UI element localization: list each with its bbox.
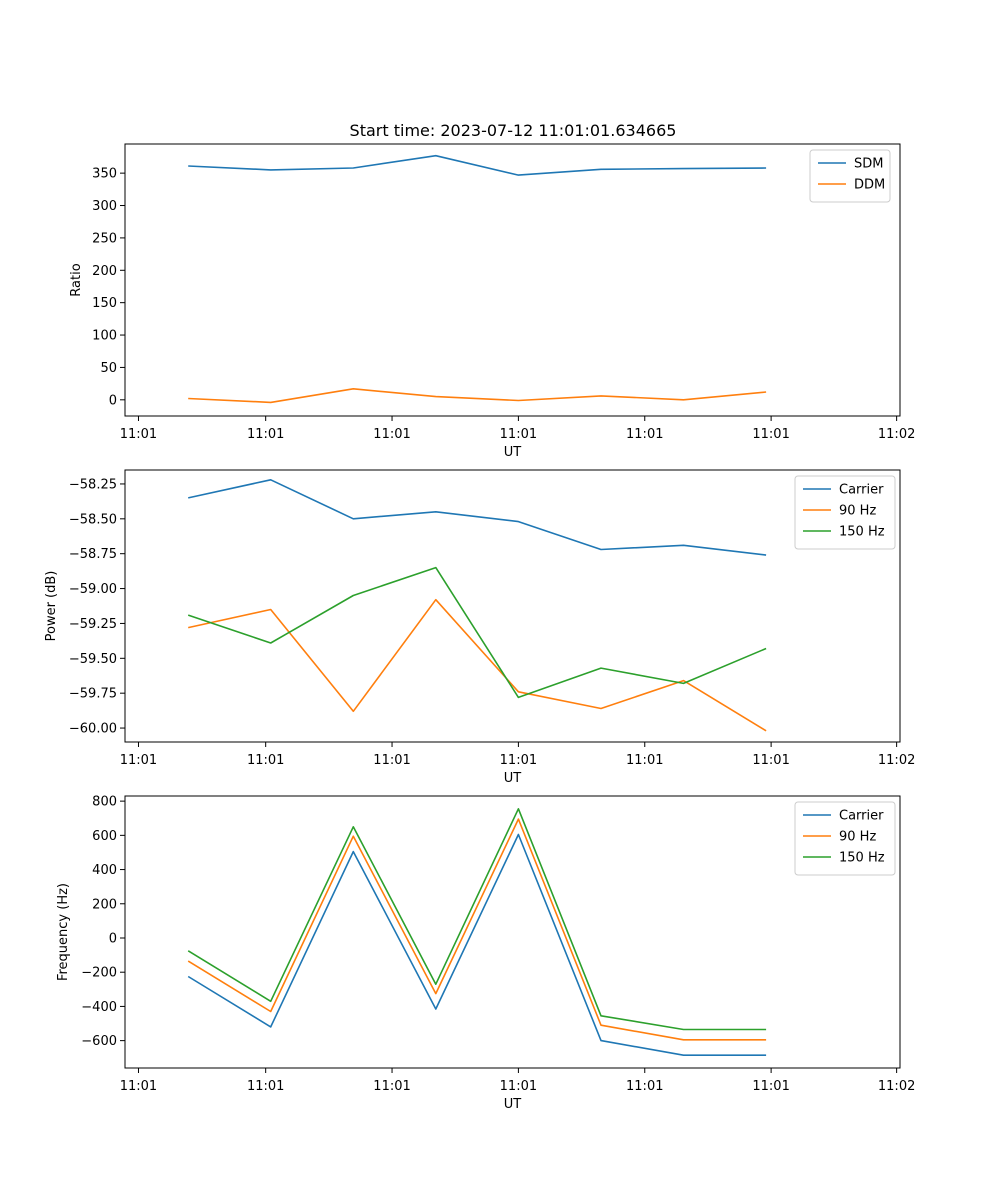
x-tick-label: 11:01 bbox=[373, 427, 410, 442]
axes-frame bbox=[124, 795, 901, 1069]
y-axis-label: Frequency (Hz) bbox=[56, 883, 71, 981]
legend: Carrier 90 Hz 150 Hz bbox=[794, 801, 896, 876]
x-axis-label: UT bbox=[504, 1097, 522, 1112]
y-tick-label: −59.75 bbox=[69, 687, 117, 702]
x-tick-label: 11:01 bbox=[120, 427, 157, 442]
legend-label: Carrier bbox=[839, 809, 884, 824]
y-tick-label: −600 bbox=[81, 1034, 117, 1049]
legend: Carrier 90 Hz 150 Hz bbox=[794, 475, 896, 550]
series-line-90-hz bbox=[187, 818, 767, 1041]
y-tick-label: −200 bbox=[81, 966, 117, 981]
figure-title: Start time: 2023-07-12 11:01:01.634665 bbox=[350, 121, 677, 140]
x-tick-label: 11:01 bbox=[373, 1079, 410, 1094]
x-tick-label: 11:02 bbox=[878, 753, 915, 768]
x-tick-label: 11:01 bbox=[247, 1079, 284, 1094]
legend-label: SDM bbox=[854, 157, 883, 172]
legend: SDM DDM bbox=[809, 149, 891, 203]
series-line-sdm bbox=[188, 154, 767, 176]
x-axis-label: UT bbox=[504, 445, 522, 460]
x-tick-label: 11:01 bbox=[120, 753, 157, 768]
frequency-chart: 11:01 11:01 11:01 11:01 11:01 11:01 11:02 −600 −… bbox=[56, 795, 915, 1112]
y-tick-label: 200 bbox=[92, 264, 117, 279]
x-tick-label: 11:01 bbox=[626, 1079, 663, 1094]
x-tick-label: 11:02 bbox=[878, 427, 915, 442]
series-line-carrier bbox=[187, 833, 767, 1056]
y-tick-label: −58.75 bbox=[69, 547, 117, 562]
legend-label: 90 Hz bbox=[839, 504, 876, 519]
y-tick-label: 250 bbox=[92, 231, 117, 246]
x-tick-label: 11:02 bbox=[878, 1079, 915, 1094]
x-tick-label: 11:01 bbox=[373, 753, 410, 768]
x-axis-label: UT bbox=[504, 771, 522, 786]
y-tick-label: 600 bbox=[92, 829, 117, 844]
x-tick-label: 11:01 bbox=[626, 427, 663, 442]
legend-label: 150 Hz bbox=[839, 525, 885, 540]
x-tick-label: 11:01 bbox=[247, 753, 284, 768]
y-tick-label: 0 bbox=[109, 393, 117, 408]
y-tick-label: 0 bbox=[109, 931, 117, 946]
series-line-ddm bbox=[188, 387, 767, 404]
series-line-150-hz bbox=[187, 807, 767, 1031]
y-axis-label: Power (dB) bbox=[44, 571, 59, 642]
axes-frame bbox=[124, 143, 901, 417]
y-tick-label: −400 bbox=[81, 1000, 117, 1015]
y-tick-label: −59.25 bbox=[69, 617, 117, 632]
y-tick-label: 300 bbox=[92, 199, 117, 214]
x-tick-label: 11:01 bbox=[752, 427, 789, 442]
x-tick-label: 11:01 bbox=[752, 753, 789, 768]
x-tick-label: 11:01 bbox=[120, 1079, 157, 1094]
x-tick-label: 11:01 bbox=[500, 1079, 537, 1094]
x-tick-label: 11:01 bbox=[247, 427, 284, 442]
y-tick-label: −58.50 bbox=[69, 512, 117, 527]
series-line-carrier bbox=[188, 478, 767, 556]
legend-label: Carrier bbox=[839, 483, 884, 498]
x-tick-label: 11:01 bbox=[500, 753, 537, 768]
y-tick-label: 800 bbox=[92, 795, 117, 810]
y-axis-label: Ratio bbox=[69, 263, 84, 296]
x-tick-label: 11:01 bbox=[752, 1079, 789, 1094]
y-tick-label: 400 bbox=[92, 863, 117, 878]
y-tick-label: −58.25 bbox=[69, 477, 117, 492]
axes-frame bbox=[124, 469, 901, 743]
ratio-chart: 11:01 11:01 11:01 11:01 11:01 11:01 11:02 0 50 10… bbox=[69, 143, 915, 460]
legend-label: DDM bbox=[854, 178, 885, 193]
y-tick-label: −59.50 bbox=[69, 652, 117, 667]
y-tick-label: 150 bbox=[92, 296, 117, 311]
power-chart: 11:01 11:01 11:01 11:01 11:01 11:01 11:02 −58.2… bbox=[44, 469, 915, 786]
y-tick-label: −60.00 bbox=[69, 722, 117, 737]
series-line-150-hz bbox=[187, 566, 767, 699]
legend-label: 90 Hz bbox=[839, 830, 876, 845]
y-tick-label: 100 bbox=[92, 329, 117, 344]
x-tick-label: 11:01 bbox=[500, 427, 537, 442]
x-tick-label: 11:01 bbox=[626, 753, 663, 768]
y-tick-label: 50 bbox=[100, 361, 117, 376]
legend-label: 150 Hz bbox=[839, 851, 885, 866]
series-line-90-hz bbox=[188, 598, 767, 732]
y-tick-label: 200 bbox=[92, 897, 117, 912]
y-tick-label: 350 bbox=[92, 167, 117, 182]
y-tick-label: −59.00 bbox=[69, 582, 117, 597]
